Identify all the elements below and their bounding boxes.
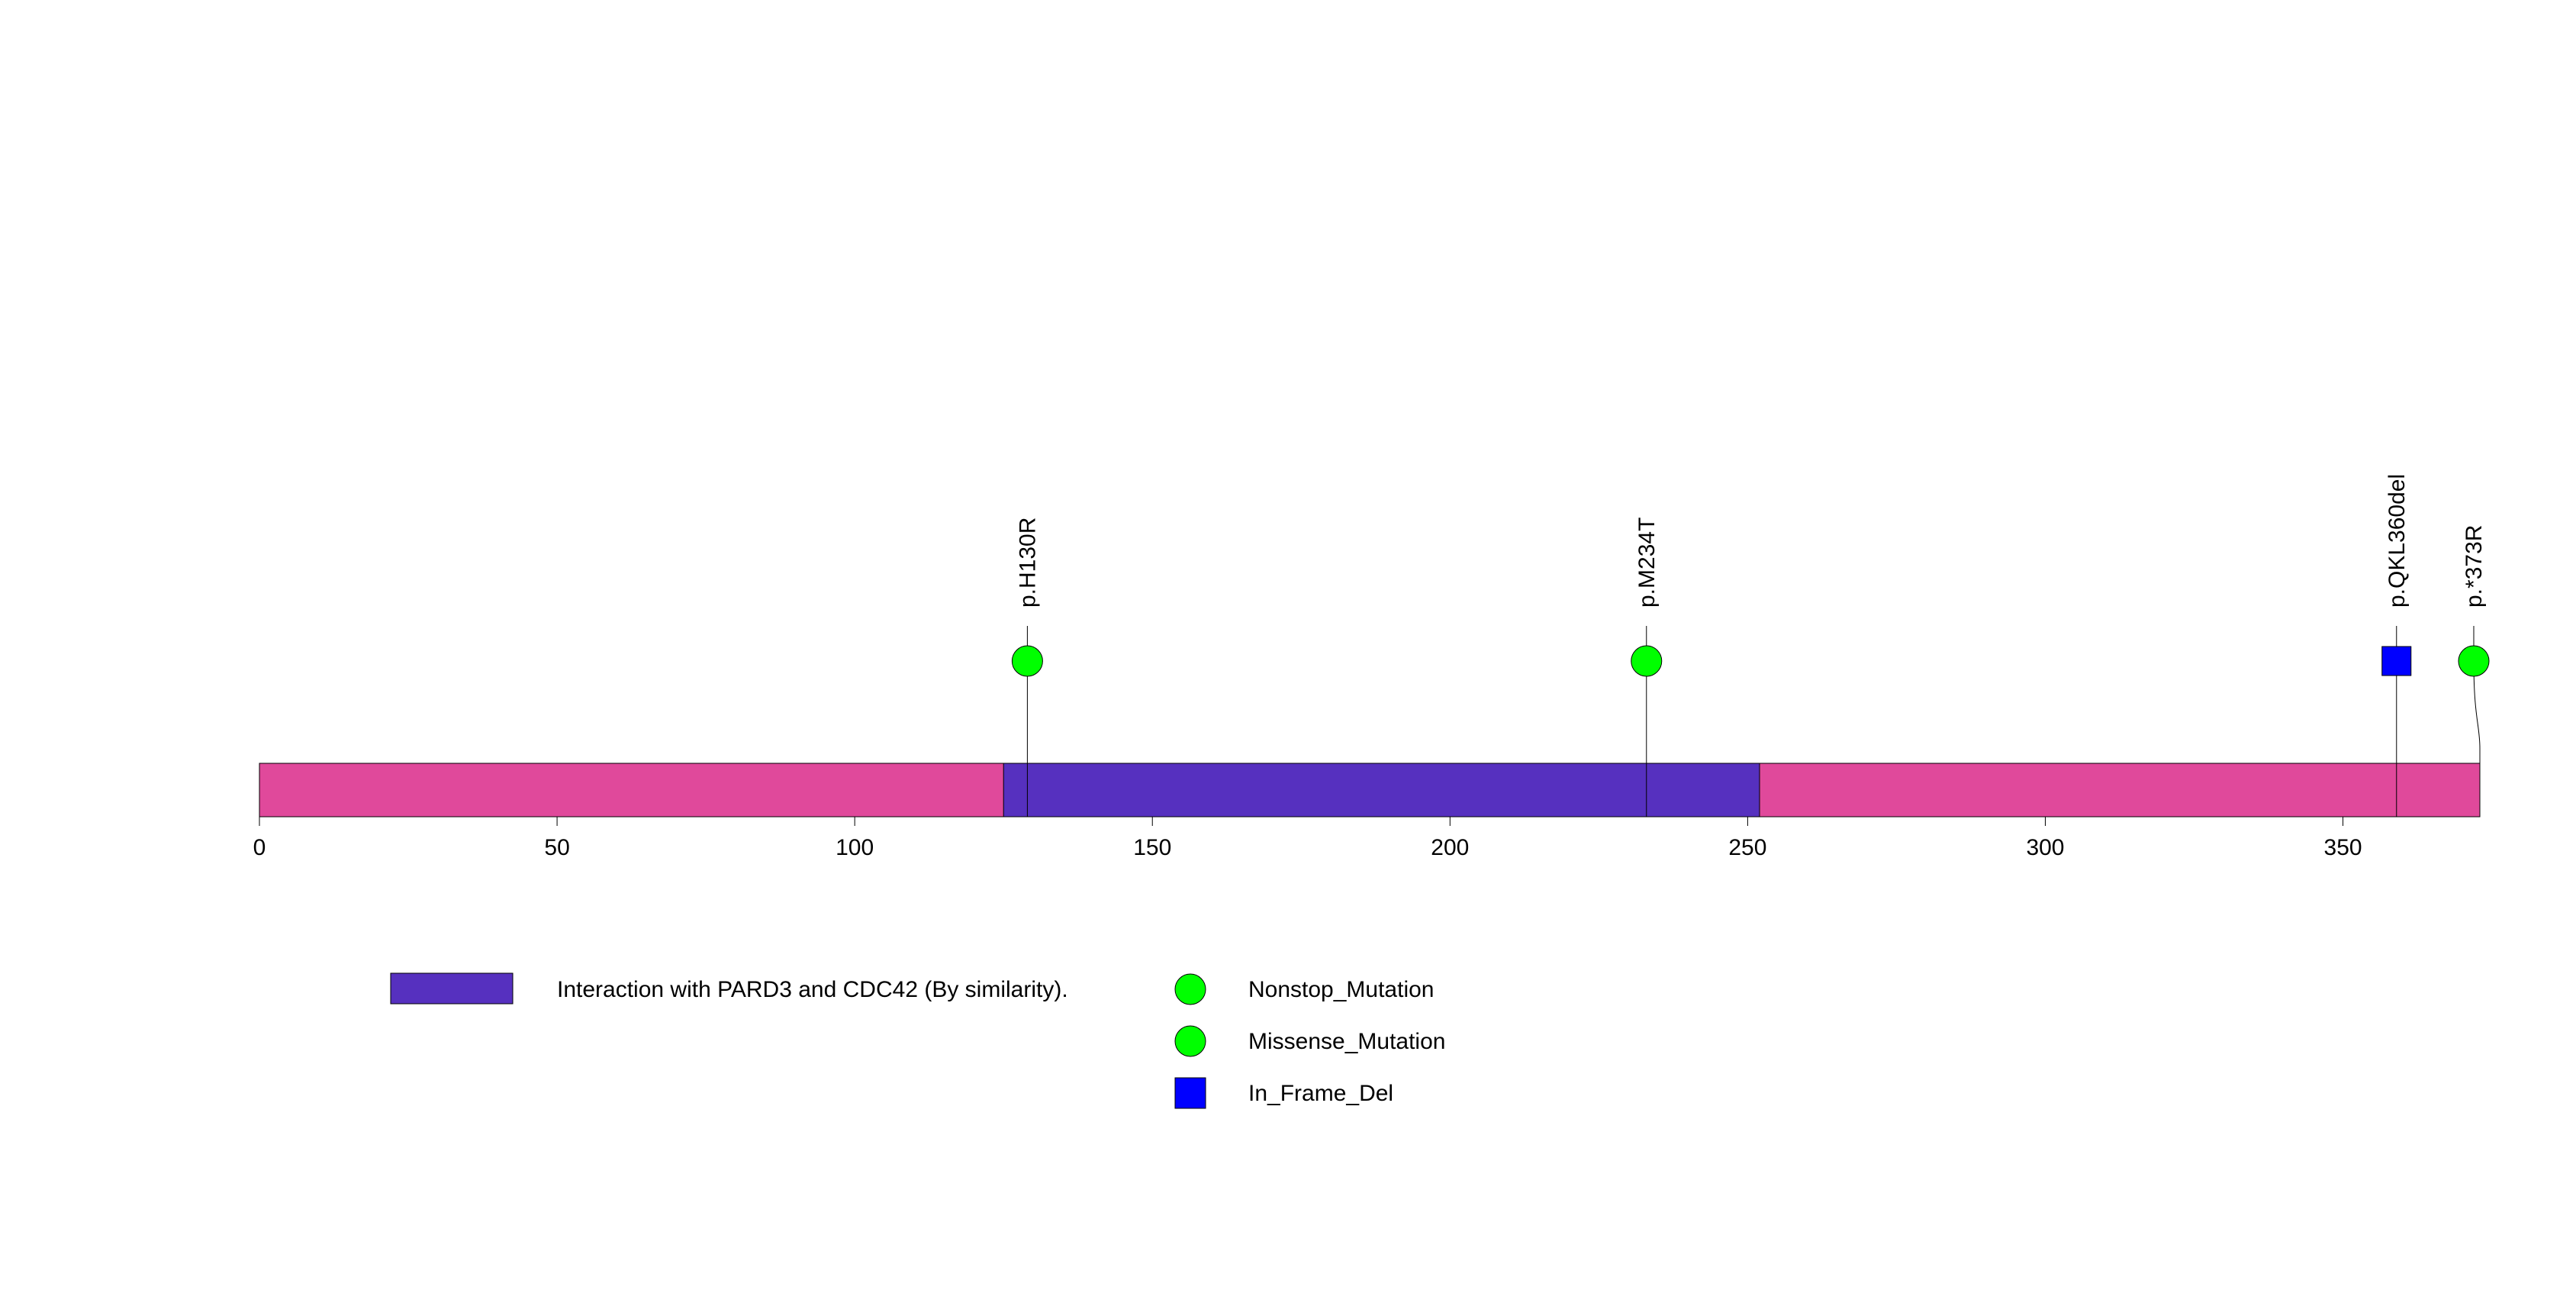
legend: Interaction with PARD3 and CDC42 (By sim… (390, 972, 1445, 1109)
x-tick-label: 50 (544, 835, 569, 860)
legend-mutation-marker (1174, 973, 1206, 1005)
mutation-label: p.*373R (2462, 525, 2487, 608)
mutation-marker (1631, 645, 1663, 677)
x-tick-label: 350 (2324, 835, 2362, 860)
mutation-label: p.QKL360del (2384, 474, 2410, 608)
domain-bar (1003, 763, 1760, 818)
legend-domain-swatch (390, 972, 514, 1005)
protein-backbone-group (259, 763, 2481, 818)
legend-mutation-marker (1174, 1077, 1206, 1109)
mutation-marker (1011, 645, 1043, 677)
mutation-label: p.M234T (1634, 518, 1660, 608)
mutations-group: p.H130R p.M234T p.QKL360del p.*373R (1011, 474, 2490, 817)
legend-mutation-label: Nonstop_Mutation (1248, 977, 1435, 1002)
x-tick-label: 200 (1431, 835, 1469, 860)
mutation-label: p.H130R (1015, 518, 1040, 608)
x-tick-label: 250 (1728, 835, 1766, 860)
x-tick-label: 150 (1133, 835, 1171, 860)
x-tick-label: 300 (2026, 835, 2064, 860)
x-axis: 0 50 100 150 200 250 300 350 (253, 816, 2480, 860)
legend-mutation-label: In_Frame_Del (1248, 1081, 1393, 1106)
legend-mutation-label: Missense_Mutation (1248, 1029, 1445, 1054)
legend-domain-label: Interaction with PARD3 and CDC42 (By sim… (557, 977, 1068, 1002)
legend-mutation-marker (1174, 1025, 1206, 1057)
mutation-marker (2381, 646, 2412, 676)
x-tick-label: 100 (836, 835, 874, 860)
mutation-marker (2458, 645, 2490, 677)
x-tick-label: 0 (253, 835, 266, 860)
